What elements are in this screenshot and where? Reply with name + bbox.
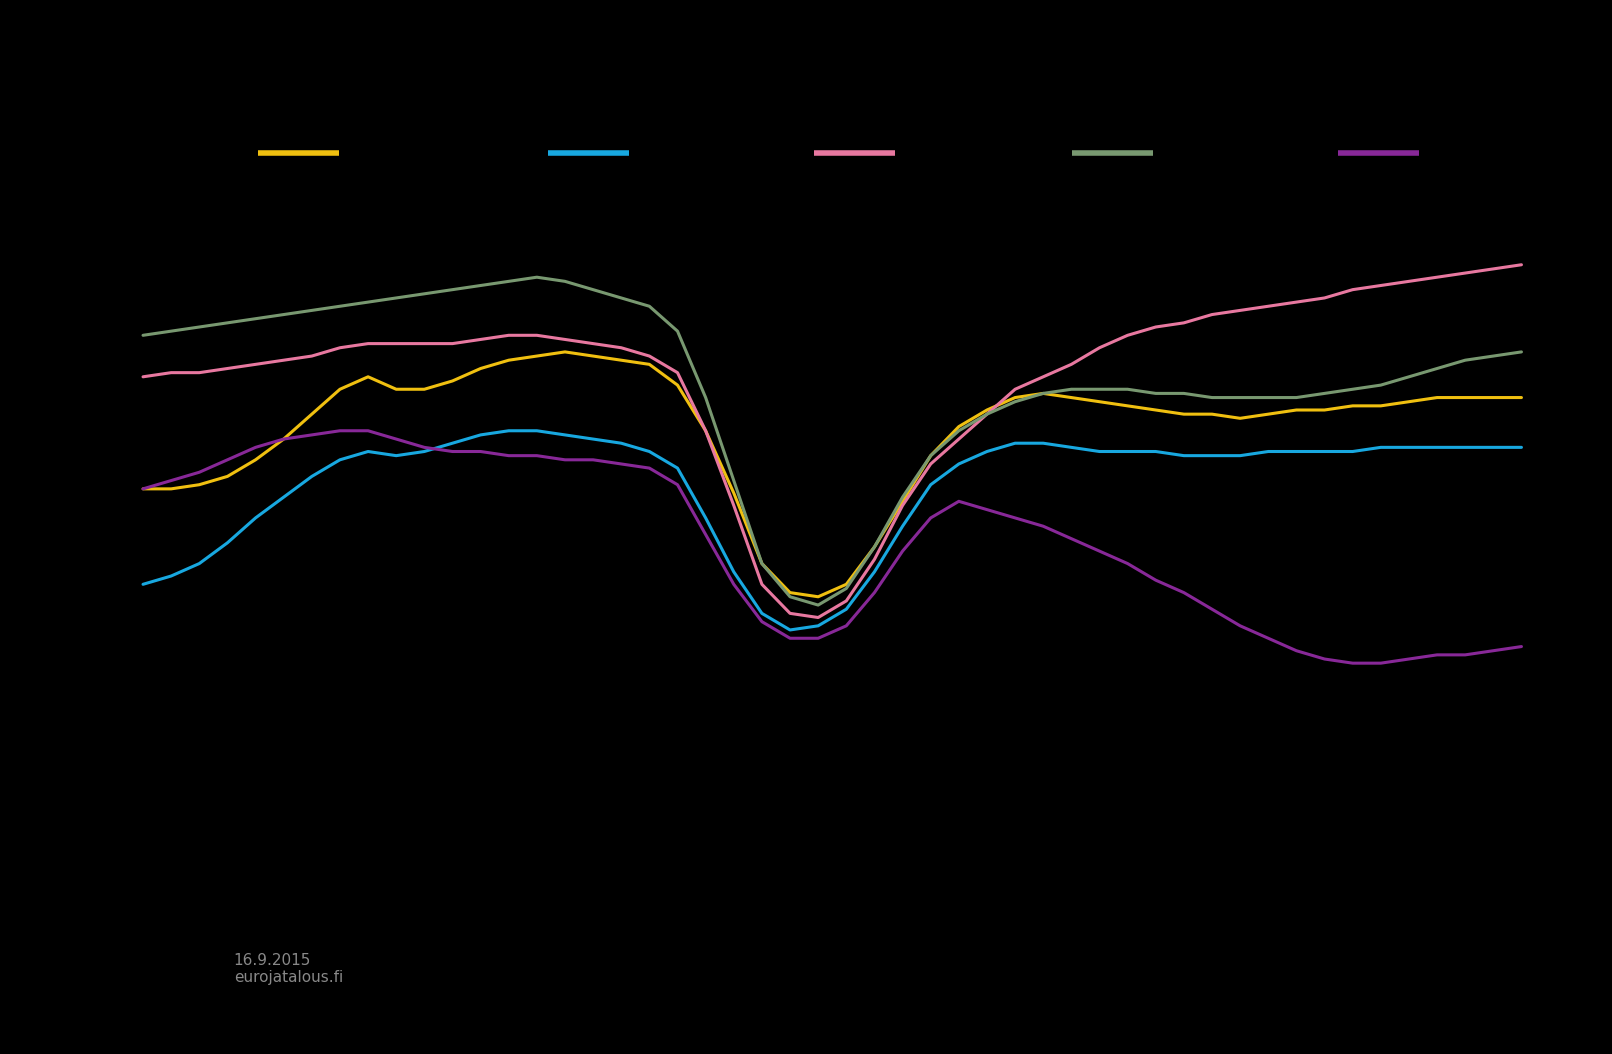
Text: 16.9.2015
eurojatalous.fi: 16.9.2015 eurojatalous.fi xyxy=(234,953,343,985)
